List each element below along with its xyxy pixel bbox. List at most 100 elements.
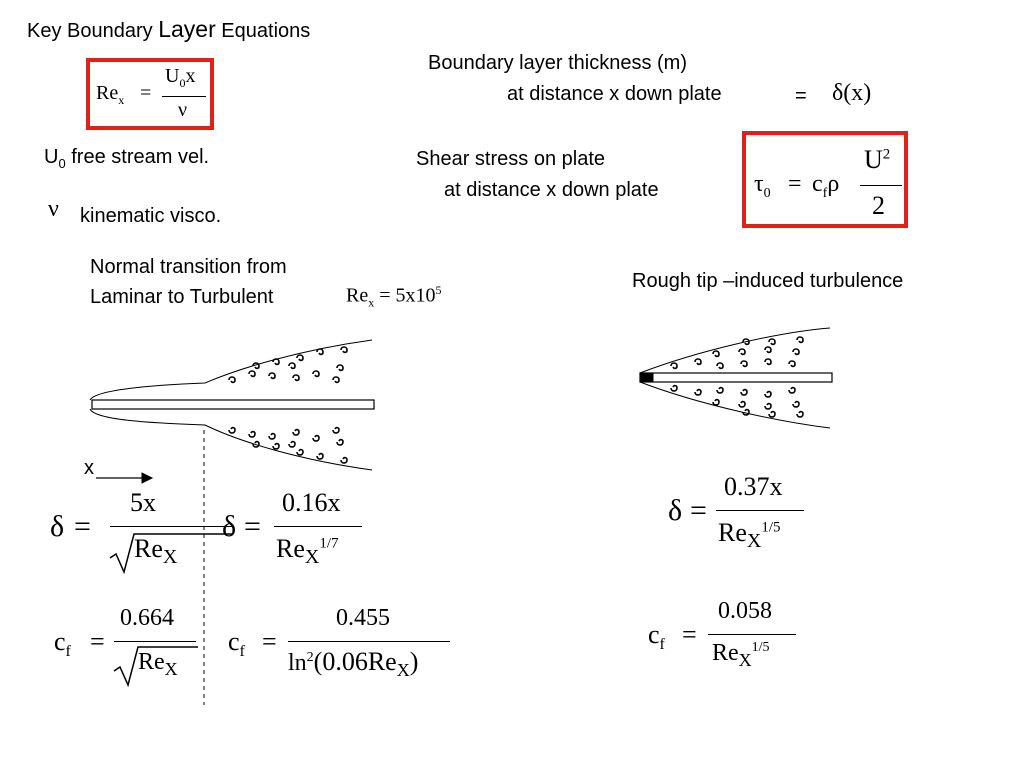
eddy-mark: [740, 360, 748, 368]
eddy-mark: [332, 376, 340, 384]
eq-rough-delta-num: 0.37x: [724, 472, 783, 501]
eddy-mark: [340, 456, 348, 464]
eq-laminar-delta-lhs: δ: [50, 510, 65, 543]
eddy-mark: [764, 390, 772, 398]
eddy-mark: [712, 398, 720, 406]
eddy-mark: [292, 374, 300, 382]
eddy-mark: [336, 438, 344, 446]
left-plate: [91, 399, 375, 410]
eddy-mark: [268, 372, 276, 380]
eddy-mark: [228, 426, 236, 434]
eddy-mark: [792, 400, 800, 408]
eq-rough-delta-lhs: δ: [668, 494, 683, 527]
eq-turb-cf: cf = 0.455 ln2(0.06ReX): [228, 605, 458, 695]
eddy-mark: [716, 386, 724, 394]
eddy-mark: [670, 362, 678, 370]
shear-line2: at distance x down plate: [444, 179, 659, 201]
left-lower-boundary: [89, 408, 373, 471]
nu-symbol: ν: [48, 196, 59, 222]
reynolds-number-box: Rex = U0x ν: [86, 58, 214, 130]
eddy-mark: [332, 426, 340, 434]
eddy-mark: [288, 440, 296, 448]
eddy-mark: [312, 370, 320, 378]
eddy-mark: [292, 428, 300, 436]
eq-laminar-cf-bar: [114, 641, 196, 642]
eq-laminar-delta: δ = 5x ReX: [50, 488, 232, 578]
eddy-mark: [742, 408, 750, 416]
left-lower-eddies: [228, 426, 348, 464]
eddy-mark: [768, 338, 776, 346]
eddy-mark: [764, 358, 772, 366]
eddy-mark: [268, 432, 276, 440]
eq-laminar-delta-bar: [110, 526, 232, 527]
eddy-mark: [248, 370, 256, 378]
eddy-mark: [716, 362, 724, 370]
shear-denominator: 2: [872, 191, 885, 220]
eddy-mark: [296, 354, 304, 362]
right-lower-eddies: [670, 384, 804, 418]
eddy-mark: [670, 384, 678, 392]
u0-definition: U0 free stream vel.: [44, 146, 210, 171]
eddy-mark: [272, 442, 280, 450]
x-axis-arrow: [96, 472, 154, 484]
eq-rough-delta-equals: =: [690, 494, 707, 527]
eddy-mark: [248, 430, 256, 438]
eddy-mark: [712, 350, 720, 358]
eq-laminar-delta-den: ReX: [134, 534, 178, 569]
eddy-mark: [316, 452, 324, 460]
left-upper-boundary: [89, 339, 373, 401]
shear-numerator: U2: [864, 145, 891, 174]
eq-laminar-cf-den: ReX: [138, 649, 178, 679]
eddy-mark: [792, 348, 800, 356]
eq-rough-cf: cf = 0.058 ReX1/5: [648, 598, 798, 688]
eddy-mark: [796, 336, 804, 344]
reynolds-fraction-bar: [162, 96, 206, 97]
eq-laminar-cf-lhs: cf: [54, 627, 71, 661]
eddy-mark: [788, 386, 796, 394]
shear-equals: =: [788, 171, 802, 197]
rough-tip-label: Rough tip –induced turbulence: [632, 270, 904, 292]
eddy-mark: [336, 364, 344, 372]
shear-fraction-bar: [860, 185, 902, 186]
eddy-mark: [764, 402, 772, 410]
eddy-mark: [316, 348, 324, 356]
eddy-mark: [742, 338, 750, 346]
eddy-mark: [312, 434, 320, 442]
eddy-mark: [252, 440, 260, 448]
shear-lhs: τ0: [754, 171, 771, 201]
thickness-equals: =: [795, 85, 807, 107]
x-axis-label: x: [84, 457, 94, 479]
eq-rough-cf-equals: =: [682, 620, 697, 649]
eddy-mark: [796, 410, 804, 418]
eq-turb-delta-equals: =: [244, 510, 261, 543]
left-upper-eddies: [228, 346, 348, 384]
eq-rough-cf-den: ReX1/5: [712, 640, 770, 670]
eddy-mark: [272, 358, 280, 366]
eq-turb-delta-num: 0.16x: [282, 488, 341, 517]
eq-turb-cf-equals: =: [262, 627, 277, 656]
right-lower-boundary: [639, 381, 831, 429]
transition-re: Rex = 5x105: [346, 283, 442, 310]
sqrt-icon: [113, 646, 198, 687]
shear-stress-box: τ0 = cfρ U2 2: [742, 131, 908, 228]
eq-laminar-cf-equals: =: [90, 627, 105, 656]
shear-cf-rho: cfρ: [812, 171, 840, 201]
eq-laminar-cf: cf = 0.664 ReX: [54, 605, 204, 695]
eq-turb-delta-bar: [274, 526, 362, 527]
reynolds-denominator: ν: [178, 99, 188, 121]
right-upper-boundary: [639, 327, 831, 374]
thickness-line1: Boundary layer thickness (m): [428, 52, 687, 74]
right-plate: [639, 372, 833, 383]
eddy-mark: [252, 362, 260, 370]
eq-rough-cf-bar: [708, 634, 796, 635]
eq-laminar-delta-num: 5x: [130, 488, 156, 517]
eddy-mark: [228, 376, 236, 384]
eddy-mark: [296, 448, 304, 456]
eddy-mark: [764, 346, 772, 354]
eq-turb-cf-lhs: cf: [228, 627, 245, 661]
thickness-line2: at distance x down plate: [507, 83, 722, 105]
eq-turb-cf-bar: [288, 641, 450, 642]
eddy-mark: [768, 410, 776, 418]
eddy-mark: [738, 348, 746, 356]
